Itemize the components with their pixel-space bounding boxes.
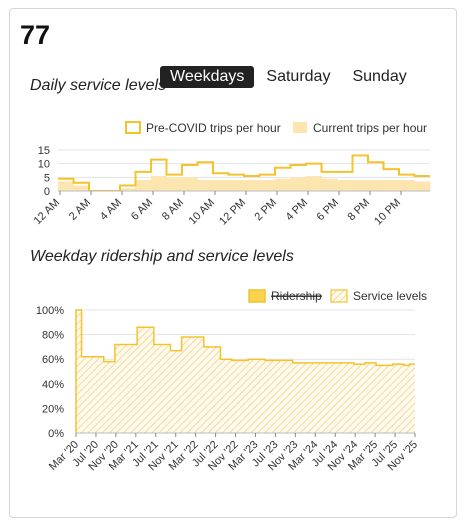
day-tabs: Weekdays Saturday Sunday — [160, 66, 419, 88]
current-trips-bar — [259, 180, 276, 191]
current-trips-bar — [120, 188, 136, 191]
route-number: 77 — [20, 20, 51, 50]
service-levels-area — [76, 310, 415, 433]
daily-legend: Pre-COVID trips per hour Current trips pe… — [125, 121, 427, 135]
current-trips-bar — [368, 180, 384, 191]
current-trips-bar — [213, 180, 229, 191]
y-tick-label: 5 — [44, 172, 50, 184]
legend-swatch-current — [293, 122, 307, 133]
current-trips-bar — [414, 181, 431, 191]
y-tick-label: 15 — [38, 145, 50, 157]
legend-label-pre-covid: Pre-COVID trips per hour — [146, 121, 281, 135]
current-trips-bar — [228, 180, 245, 191]
y-tick-label: 40% — [42, 379, 64, 391]
legend-swatch-service — [330, 289, 348, 303]
current-trips-bar — [337, 180, 353, 191]
weekday-ridership-title: Weekday ridership and service levels — [30, 248, 294, 265]
y-tick-label: 60% — [42, 354, 64, 366]
tab-sunday[interactable]: Sunday — [352, 68, 407, 85]
tab-saturday[interactable]: Saturday — [266, 68, 331, 85]
tab-weekdays[interactable]: Weekdays — [160, 66, 255, 88]
x-tick-label: 8 PM — [345, 197, 372, 224]
weekday-legend: Ridership Service levels — [248, 289, 427, 303]
x-tick-label: 6 PM — [314, 197, 341, 224]
daily-service-chart: 0 510 15 12 AM 2 AM 4 AM 6 AM 8 AM 10 AM 12 PM 2 P… — [32, 121, 431, 228]
current-trips-bar — [166, 177, 183, 191]
current-trips-bar — [58, 181, 74, 191]
x-tick-label: 8 AM — [160, 197, 186, 223]
y-tick-label: 80% — [42, 330, 64, 342]
x-tick-label: 6 AM — [129, 197, 155, 223]
current-trips-bar — [275, 178, 291, 191]
current-trips-bar — [383, 180, 400, 191]
current-trips-bar — [399, 180, 415, 191]
legend-label-service: Service levels — [353, 289, 427, 303]
legend-swatch-ridership — [248, 289, 266, 303]
current-trips-bar — [306, 175, 322, 191]
daily-service-title: Daily service levels — [30, 77, 167, 94]
x-tick-label: 10 AM — [187, 197, 218, 228]
y-tick-label: 20% — [42, 403, 64, 415]
y-tick-label: 10 — [38, 159, 50, 171]
legend-label-current: Current trips per hour — [313, 121, 427, 135]
current-trips-bar — [352, 180, 369, 191]
service-levels-line — [75, 309, 415, 433]
y-tick-label: 0 — [44, 186, 50, 198]
pre-covid-line — [58, 154, 430, 191]
current-trips-bar — [197, 180, 214, 191]
y-tick-label: 100% — [36, 305, 64, 317]
x-tick-label: 12 PM — [217, 197, 248, 228]
x-tick-label: 10 PM — [372, 197, 403, 228]
x-tick-label: 2 AM — [67, 197, 93, 223]
current-trips-bar — [135, 180, 152, 191]
current-trips-bar — [182, 177, 198, 191]
x-tick-label: 2 PM — [252, 197, 279, 224]
current-trips-bar — [290, 177, 307, 191]
x-tick-label: 4 PM — [283, 197, 310, 224]
y-tick-label: 0% — [48, 428, 64, 440]
current-trips-bar — [321, 178, 338, 191]
current-trips-bar — [244, 180, 260, 191]
legend-swatch-pre-covid — [125, 121, 141, 134]
x-tick-label: 12 AM — [32, 197, 63, 228]
current-trips-bar — [73, 185, 90, 191]
current-trips-bar — [151, 175, 167, 191]
x-tick-label: 4 AM — [98, 197, 124, 223]
